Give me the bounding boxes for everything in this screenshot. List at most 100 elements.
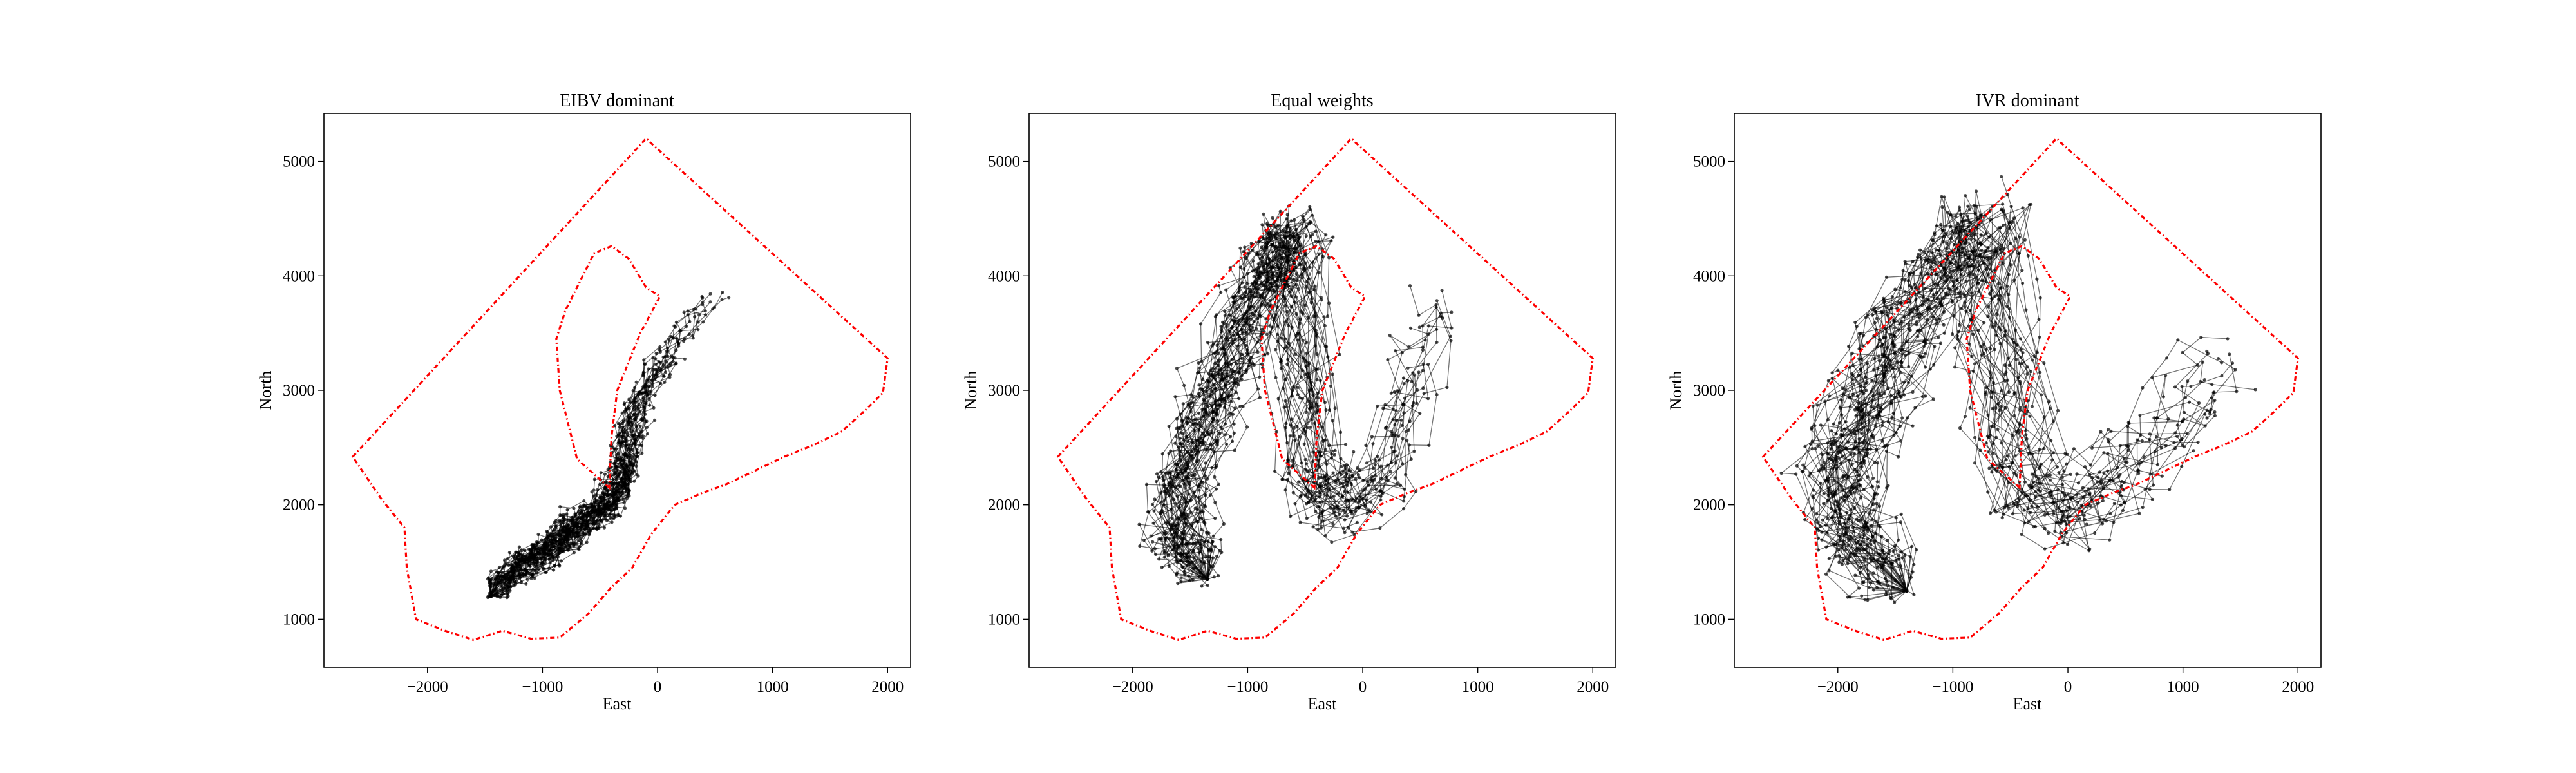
trajectory-point [1904,262,1908,266]
trajectory-point [524,582,528,586]
trajectory-point [1885,580,1889,584]
trajectory-point [1186,473,1190,477]
trajectory-point [1276,223,1281,227]
trajectory-point [1930,251,1934,255]
trajectory-point [1871,535,1875,539]
trajectory-point [1907,365,1911,369]
trajectory-point [1991,406,1994,411]
trajectory-point [2148,488,2152,491]
trajectory-point [2004,458,2008,462]
trajectory-point [1243,245,1247,249]
trajectory-point [2020,532,2023,537]
trajectory-point [701,302,705,307]
trajectory-point [708,300,712,304]
trajectory-point [1828,394,1832,398]
trajectory-point [673,356,677,360]
trajectory-point [1232,431,1236,435]
trajectory-point [1304,359,1308,363]
trajectory-point [674,361,678,365]
trajectory-point [1162,551,1166,555]
trajectory-point [1891,549,1895,553]
trajectory-point [2123,457,2126,461]
trajectory-point [1298,318,1302,321]
trajectory-point [1869,390,1873,394]
trajectory-point [636,451,639,455]
trajectory-point [1350,530,1354,534]
trajectory-point [1243,285,1247,289]
trajectory-point [1318,379,1322,383]
trajectory-point [686,309,690,313]
trajectory-point [1924,352,1927,356]
trajectory-point [1215,443,1219,447]
trajectory-point [498,574,502,578]
trajectory-point [1913,406,1917,410]
trajectory-point [501,580,505,584]
trajectory-point [663,340,667,344]
trajectory-point [1811,404,1815,408]
trajectory-point [2138,414,2142,417]
trajectory-point [1379,489,1383,493]
trajectory-point [2187,400,2192,404]
trajectory-point [2101,499,2105,502]
trajectory-point [1993,324,1997,328]
trajectory-point [513,579,516,584]
trajectory-point [1240,356,1244,361]
trajectory-point [1188,578,1191,582]
trajectory-point [1838,421,1842,425]
trajectory-point [1383,426,1387,430]
trajectory-point [1408,326,1413,330]
trajectory-point [1179,576,1183,580]
trajectory-point [1279,274,1283,278]
trajectory-point [1876,366,1880,370]
trajectory-point [1813,424,1817,428]
trajectory-point [1862,459,1866,463]
trajectory-point [612,502,616,506]
trajectory-point [1801,463,1805,467]
trajectory-point [1155,472,1159,476]
trajectory-point [1206,430,1209,434]
trajectory-point [2189,385,2193,388]
trajectory-point [2048,478,2052,482]
trajectory-point [2001,224,2005,227]
trajectory-point [1222,406,1226,410]
trajectory-point [1274,430,1278,434]
trajectory-point [602,492,607,497]
trajectory-point [1967,342,1971,346]
trajectory-point [1373,458,1377,462]
trajectory-point [1184,500,1188,504]
trajectory-point [1448,334,1452,338]
trajectory-point [1171,539,1175,543]
trajectory-point [1309,405,1312,408]
trajectory-point [2102,517,2106,521]
trajectory-point [1957,208,1962,212]
trajectory-point [543,570,547,574]
trajectory-point [1175,573,1179,577]
trajectory-point [1417,370,1421,374]
trajectory-point [1219,537,1223,542]
trajectory-point [1402,382,1406,386]
trajectory-point [1223,313,1227,317]
trajectory-point [1345,463,1349,467]
trajectory-point [1417,325,1421,329]
trajectory-point [558,533,562,537]
trajectory-point [1951,269,1955,273]
trajectory-point [2030,504,2034,508]
trajectory-point [1888,549,1892,553]
trajectory-point [1323,401,1327,405]
trajectory-point [514,582,518,586]
trajectory-point [1331,372,1334,376]
trajectory-point [2025,372,2029,376]
trajectory-point [2102,451,2106,455]
trajectory-point [1185,421,1189,425]
trajectory-point [1912,562,1916,567]
trajectory-point [1251,259,1255,263]
trajectory-point [580,510,584,514]
trajectory-point [1279,360,1283,364]
trajectory-point [1847,345,1851,348]
trajectory-point [1317,515,1321,519]
trajectory-line [1184,229,1312,580]
trajectory-point [2011,337,2014,341]
trajectory-point [1857,347,1861,351]
trajectory-point [1197,361,1200,365]
trajectory-point [1886,345,1889,349]
